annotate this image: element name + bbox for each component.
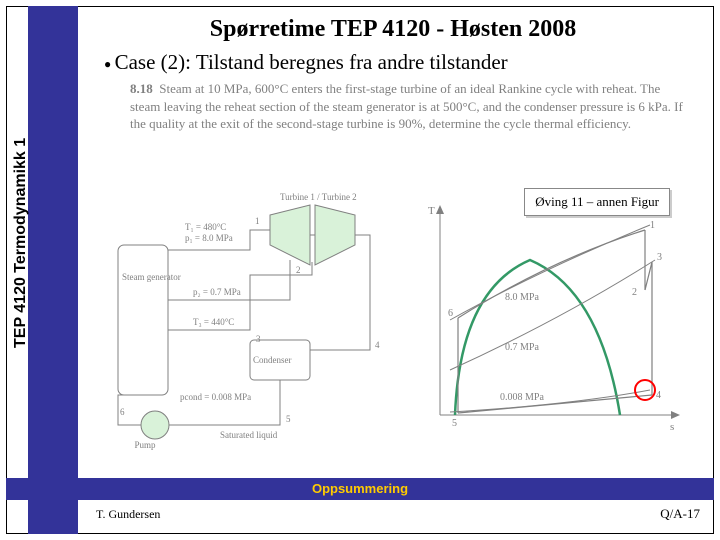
problem-body: Steam at 10 MPa, 600°C enters the first-… <box>130 81 683 131</box>
iso-high: 8.0 MPa <box>505 292 539 303</box>
svg-text:3: 3 <box>657 252 662 263</box>
svg-text:2: 2 <box>296 265 301 275</box>
lbl-t1: T₁ = 480°C <box>185 222 226 232</box>
page-number: Q/A-17 <box>660 506 700 522</box>
lbl-condenser: Condenser <box>253 355 292 365</box>
sidebar-course-label: TEP 4120 Termodynamikk 1 <box>12 138 30 348</box>
ts-xlabel: s <box>670 421 674 433</box>
lbl-t3: T₃ = 440°C <box>193 317 234 327</box>
lbl-pump: Pump <box>134 440 156 450</box>
problem-statement: 8.18 Steam at 10 MPa, 600°C enters the f… <box>130 80 690 133</box>
lbl-sg: Steam generator <box>122 272 181 282</box>
sidebar-vertical-bar <box>28 6 78 534</box>
figure-diagrams: Turbine 1 / Turbine 2 T₁ = 480°C p₁ = 8.… <box>100 190 700 450</box>
problem-number: 8.18 <box>130 81 153 96</box>
svg-text:1: 1 <box>255 216 260 226</box>
footer-topic: Oppsummering <box>0 481 720 496</box>
ts-ylabel: T <box>428 205 435 217</box>
svg-text:2: 2 <box>632 287 637 298</box>
lbl-turbines: Turbine 1 / Turbine 2 <box>280 192 357 202</box>
svg-text:6: 6 <box>448 308 453 319</box>
slide-title: Spørretime TEP 4120 - Høsten 2008 <box>78 16 708 43</box>
svg-text:3: 3 <box>256 334 261 344</box>
bullet-case2: Case (2): Tilstand beregnes fra andre ti… <box>104 50 508 75</box>
point-4-label: 4 <box>656 390 661 401</box>
lbl-satliq: Saturated liquid <box>220 430 278 440</box>
iso-low: 0.008 MPa <box>500 392 544 403</box>
iso-mid: 0.7 MPa <box>505 342 539 353</box>
author-name: T. Gundersen <box>96 507 160 522</box>
lbl-pcond: pcond = 0.008 MPa <box>180 392 251 402</box>
svg-text:1: 1 <box>650 220 655 231</box>
svg-text:4: 4 <box>375 340 380 350</box>
lbl-p1: p₁ = 8.0 MPa <box>185 233 233 243</box>
callout-oving: Øving 11 – annen Figur <box>524 188 670 216</box>
svg-text:5: 5 <box>452 418 457 429</box>
svg-text:5: 5 <box>286 414 291 424</box>
lbl-p2: p₂ = 0.7 MPa <box>193 287 241 297</box>
svg-text:6: 6 <box>120 407 125 417</box>
